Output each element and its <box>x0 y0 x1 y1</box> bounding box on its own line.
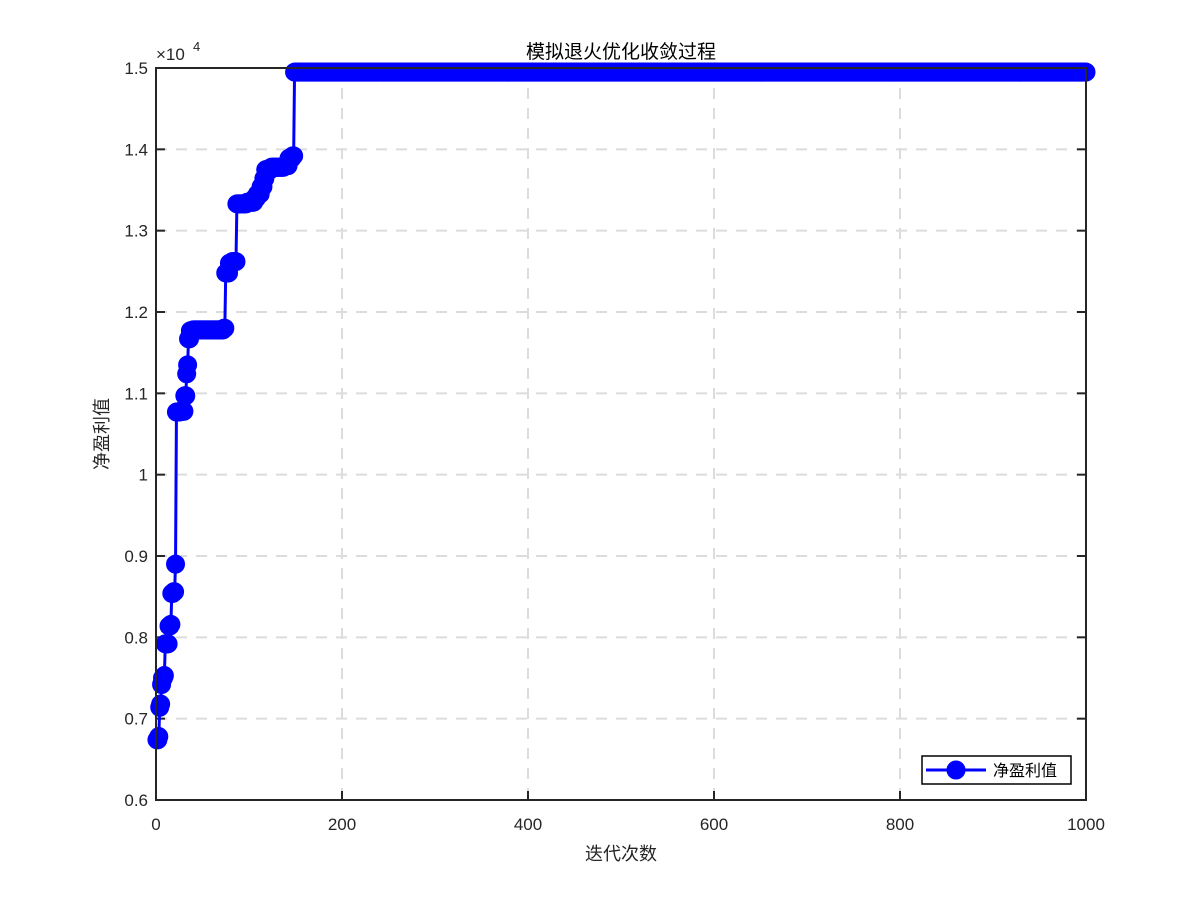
legend: 净盈利值 <box>921 755 1072 785</box>
y-exponent-power: 4 <box>193 39 200 54</box>
data-point <box>154 666 174 686</box>
y-axis-label: 净盈利值 <box>92 398 113 470</box>
y-tick-label: 0.6 <box>124 791 148 810</box>
data-point <box>166 554 186 574</box>
x-tick-label: 400 <box>514 815 542 834</box>
x-tick-label: 200 <box>328 815 356 834</box>
data-point <box>284 146 304 166</box>
x-tick-label: 600 <box>700 815 728 834</box>
data-point <box>226 252 246 272</box>
y-tick-label: 0.7 <box>124 710 148 729</box>
y-tick-label: 0.9 <box>124 547 148 566</box>
x-tick-labels: 0 200 400 600 800 1000 <box>151 815 1105 834</box>
y-tick-label: 1.4 <box>124 140 148 159</box>
y-tick-labels: 0.6 0.7 0.8 0.9 1 1.1 1.2 1.3 1.4 1.5 <box>124 59 148 810</box>
x-tick-label: 1000 <box>1067 815 1105 834</box>
plot-area <box>156 68 1086 800</box>
y-tick-label: 1.5 <box>124 59 148 78</box>
data-point <box>149 727 169 747</box>
axes-box <box>155 67 1087 801</box>
y-tick-label: 1.3 <box>124 222 148 241</box>
chart-title: 模拟退火优化收敛过程 <box>526 41 716 63</box>
x-tick-label: 0 <box>151 815 160 834</box>
x-tick-label: 800 <box>886 815 914 834</box>
y-tick-label: 1 <box>139 466 148 485</box>
legend-marker-sample <box>946 760 966 780</box>
legend-label: 净盈利值 <box>993 761 1057 780</box>
data-point <box>161 614 181 634</box>
grid-lines <box>156 68 1086 800</box>
data-point <box>178 355 198 375</box>
data-point <box>151 694 171 714</box>
y-tick-label: 1.2 <box>124 303 148 322</box>
x-axis-label: 迭代次数 <box>585 844 657 865</box>
data-point <box>176 386 196 406</box>
y-exponent-base: ×10 <box>156 45 185 64</box>
data-point <box>158 634 178 654</box>
data-point <box>215 318 235 338</box>
data-point <box>165 582 185 602</box>
y-tick-label: 0.8 <box>124 628 148 647</box>
y-tick-label: 1.1 <box>124 384 148 403</box>
